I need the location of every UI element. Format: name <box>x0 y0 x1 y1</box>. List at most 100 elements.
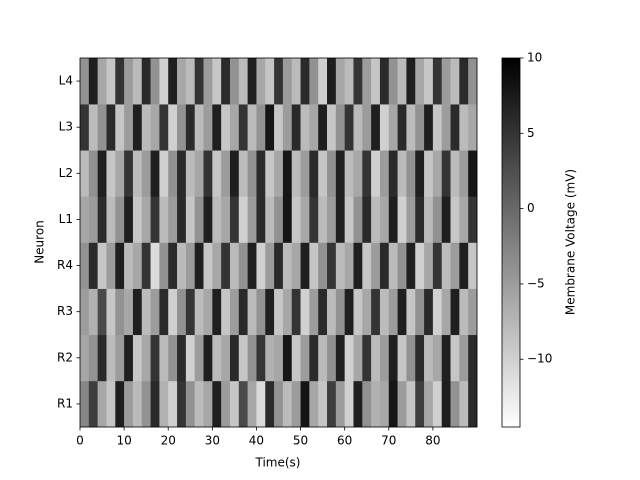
heatmap-cell <box>115 150 125 197</box>
heatmap-cell <box>397 196 407 243</box>
heatmap-cell <box>238 196 248 243</box>
heatmap-cell <box>388 150 398 197</box>
heatmap-cell <box>159 150 169 197</box>
heatmap-cell <box>388 196 398 243</box>
heatmap-cell <box>282 58 293 105</box>
heatmap-cell <box>194 104 204 151</box>
y-axis-label: Neuron <box>33 220 47 264</box>
heatmap-cell <box>459 380 469 428</box>
heatmap-cell <box>406 196 416 243</box>
heatmap-cell <box>468 242 478 289</box>
heatmap-cell <box>247 334 257 382</box>
heatmap-cell <box>212 150 222 197</box>
heatmap-cell <box>274 58 284 105</box>
heatmap-cell <box>291 334 301 382</box>
heatmap-cell <box>247 196 257 243</box>
heatmap-cell <box>441 58 451 105</box>
y-tick-label: R2 <box>57 350 73 364</box>
heatmap-cell <box>229 196 240 243</box>
heatmap-cell <box>415 288 425 336</box>
heatmap-cell <box>274 104 284 151</box>
heatmap-cell <box>459 242 469 289</box>
x-tick-label: 80 <box>425 434 440 448</box>
heatmap-cell <box>441 380 451 428</box>
heatmap-cell <box>97 104 107 151</box>
heatmap-cell <box>221 104 231 151</box>
heatmap-cell <box>371 334 381 382</box>
heatmap-cell <box>406 242 416 289</box>
heatmap-cell <box>397 288 407 336</box>
heatmap-cell <box>353 380 363 428</box>
heatmap-cell <box>212 196 222 243</box>
heatmap-cell <box>159 334 169 382</box>
heatmap-cell <box>344 150 354 197</box>
heatmap-cell <box>212 334 222 382</box>
heatmap-cell <box>327 288 337 336</box>
heatmap-cell <box>221 334 231 382</box>
heatmap-cell <box>274 334 284 382</box>
heatmap-cell <box>344 288 354 336</box>
heatmap-cell <box>124 242 134 289</box>
y-tick-label: L2 <box>59 166 73 180</box>
heatmap-cell <box>194 380 204 428</box>
heatmap-cell <box>265 150 275 197</box>
heatmap-cell <box>291 196 301 243</box>
heatmap-cell <box>212 104 222 151</box>
heatmap-cell <box>459 288 469 336</box>
heatmap-cell <box>194 196 204 243</box>
heatmap-cell <box>441 288 451 336</box>
heatmap-cell <box>256 288 266 336</box>
heatmap-cell <box>132 104 143 151</box>
heatmap-cell <box>168 334 178 382</box>
heatmap-cell <box>432 288 443 336</box>
heatmap-cell <box>468 196 478 243</box>
heatmap-cell <box>362 58 372 105</box>
heatmap-cell <box>256 380 266 428</box>
heatmap-cell <box>150 288 160 336</box>
heatmap-cell <box>432 380 443 428</box>
heatmap-cell <box>229 380 240 428</box>
heatmap-cell <box>238 288 248 336</box>
heatmap-cell <box>238 58 248 105</box>
heatmap-cell <box>309 196 319 243</box>
heatmap-cell <box>97 288 107 336</box>
colorbar-tick-label: −10 <box>527 352 552 366</box>
heatmap-cell <box>300 104 310 151</box>
heatmap-cell <box>318 288 328 336</box>
heatmap-cell <box>424 104 434 151</box>
heatmap-cell <box>468 334 478 382</box>
heatmap-cell <box>106 334 116 382</box>
heatmap-cell <box>432 196 443 243</box>
heatmap-cell <box>441 196 451 243</box>
heatmap-cell <box>132 288 143 336</box>
heatmap-cell <box>371 104 381 151</box>
heatmap-cell <box>88 334 98 382</box>
heatmap-cell <box>256 104 266 151</box>
heatmap-cell <box>247 288 257 336</box>
heatmap-cell <box>115 242 125 289</box>
heatmap-cell <box>238 150 248 197</box>
heatmap-cell <box>141 150 151 197</box>
heatmap-cell <box>168 58 178 105</box>
heatmap-cell <box>327 196 337 243</box>
heatmap-cell <box>441 242 451 289</box>
heatmap-cell <box>185 58 195 105</box>
heatmap-cell <box>450 104 460 151</box>
heatmap-cell <box>362 242 372 289</box>
x-axis-label: Time(s) <box>255 456 301 470</box>
heatmap-cell <box>424 242 434 289</box>
heatmap-cell <box>212 242 222 289</box>
heatmap-cell <box>203 150 213 197</box>
heatmap-cell <box>115 104 125 151</box>
heatmap-cell <box>88 196 98 243</box>
heatmap-cell <box>265 58 275 105</box>
heatmap-cell <box>212 58 222 105</box>
heatmap-cell <box>185 334 195 382</box>
heatmap-cell <box>432 58 443 105</box>
heatmap-cell <box>274 288 284 336</box>
heatmap-cell <box>97 242 107 289</box>
heatmap-cell <box>88 58 98 105</box>
heatmap-cell <box>177 380 187 428</box>
heatmap-cell <box>379 196 390 243</box>
heatmap-cell <box>150 334 160 382</box>
